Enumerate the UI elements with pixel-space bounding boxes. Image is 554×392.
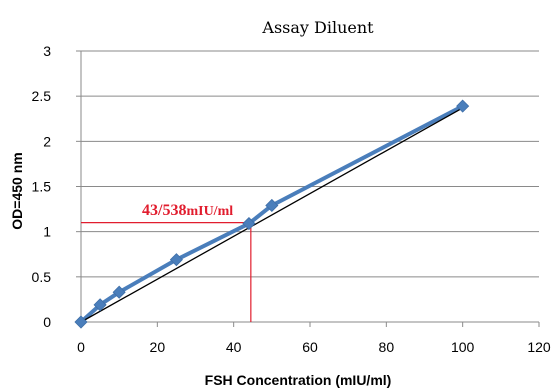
x-tick-label: 0 bbox=[77, 339, 85, 355]
axes bbox=[76, 50, 540, 327]
data-point bbox=[265, 198, 279, 213]
x-tick-label: 80 bbox=[379, 339, 395, 355]
grid-lines bbox=[81, 50, 539, 278]
y-axis-label: OD=450 nm bbox=[9, 152, 25, 229]
data-point bbox=[112, 285, 126, 299]
y-tick-label: 0 bbox=[43, 314, 51, 330]
chart-title: Assay Diluent bbox=[261, 18, 374, 37]
annotation-lines bbox=[81, 222, 252, 322]
annotation-unit: mIU/ml bbox=[186, 204, 233, 219]
data-point bbox=[93, 298, 107, 312]
x-tick-label: 100 bbox=[451, 339, 475, 355]
y-tick-label: 0.5 bbox=[32, 269, 52, 285]
data-point bbox=[456, 99, 470, 113]
x-tick-label: 120 bbox=[527, 339, 551, 355]
y-tick-label: 1 bbox=[43, 224, 51, 240]
plot-area: 0 0.5 1 1.5 2 2.5 3 0 20 40 60 80 100 120 bbox=[32, 43, 551, 355]
y-tick-label: 2.5 bbox=[32, 88, 52, 104]
data-point bbox=[242, 216, 256, 231]
x-tick-label: 60 bbox=[302, 339, 318, 355]
data-markers bbox=[74, 99, 470, 329]
y-tick-label: 1.5 bbox=[32, 179, 52, 195]
y-tick-label: 3 bbox=[43, 43, 51, 59]
x-tick-label: 20 bbox=[150, 339, 166, 355]
series-lines bbox=[79, 104, 465, 324]
data-point bbox=[74, 315, 88, 329]
tick-labels: 0 0.5 1 1.5 2 2.5 3 0 20 40 60 80 100 120 bbox=[32, 43, 551, 355]
x-tick-label: 40 bbox=[226, 339, 242, 355]
annotation-value: 43/538 bbox=[142, 202, 186, 219]
trendline bbox=[80, 107, 463, 323]
y-tick-label: 2 bbox=[43, 133, 51, 149]
annotation-label: 43/538mIU/ml bbox=[142, 202, 233, 219]
x-axis-label: FSH Concentration (mIU/ml) bbox=[205, 372, 392, 388]
data-point bbox=[169, 253, 183, 267]
